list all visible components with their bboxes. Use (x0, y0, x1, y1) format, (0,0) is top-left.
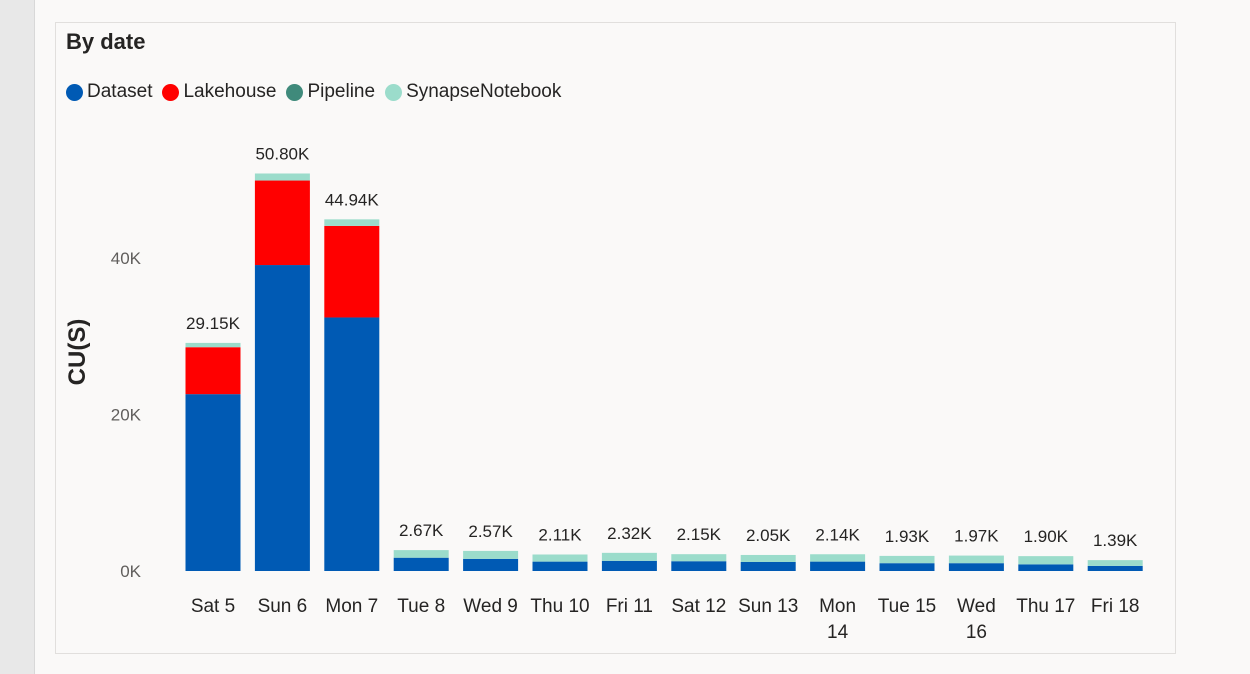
bar-segment-dataset (463, 558, 519, 571)
legend-item-pipeline[interactable]: Pipeline (286, 81, 375, 103)
x-tick-label: Mon (819, 596, 856, 617)
bar-segment-dataset (879, 563, 935, 571)
x-tick-label: Tue 8 (397, 596, 445, 617)
bar-segment-lakehouse (185, 347, 241, 395)
x-tick-label: Sun 6 (258, 596, 308, 617)
x-tick-label: Wed (957, 596, 996, 617)
bar-segment-synapsenotebook (185, 342, 241, 348)
x-tick-label: 16 (966, 622, 987, 643)
bar-segment-synapsenotebook (532, 554, 588, 562)
bar-segment-synapsenotebook (324, 219, 380, 226)
bar-segment-synapsenotebook (740, 554, 796, 563)
bar-segment-dataset (948, 563, 1004, 571)
bar-segment-synapsenotebook (1018, 556, 1074, 565)
data-label: 44.94K (325, 190, 380, 209)
bar-segment-synapsenotebook (948, 555, 1004, 564)
legend-label: Dataset (87, 81, 153, 102)
bar-segment-dataset (740, 562, 796, 571)
bar-segment-dataset (671, 561, 727, 571)
legend-label: Lakehouse (183, 81, 277, 102)
data-label: 2.05K (746, 526, 791, 545)
bar-segment-lakehouse (254, 180, 310, 266)
x-tick-label: Fri 18 (1091, 596, 1140, 617)
x-tick-label: Mon 7 (325, 596, 378, 617)
legend-dot-icon (385, 83, 403, 101)
legend-dot-icon (286, 83, 304, 101)
bar-segment-dataset (1087, 565, 1143, 571)
chart-card[interactable]: By date Dataset Lakehouse Pipeline Synap… (55, 22, 1176, 654)
y-tick-label: 0K (120, 562, 141, 581)
x-tick-label: Thu 17 (1016, 596, 1075, 617)
data-label: 2.15K (677, 525, 722, 544)
x-tick-label: Thu 10 (530, 596, 589, 617)
data-label: 2.14K (815, 525, 860, 544)
data-label: 1.90K (1024, 527, 1069, 546)
bar-segment-dataset (1018, 564, 1074, 571)
y-tick-label: 40K (111, 249, 142, 268)
x-tick-label: 14 (827, 622, 849, 643)
data-label: 2.67K (399, 521, 444, 540)
y-axis-title: CU(S) (64, 319, 91, 386)
bar-segment-dataset (185, 394, 241, 571)
bar-segment-dataset (393, 557, 449, 571)
bar-segment-synapsenotebook (671, 554, 727, 562)
bar-segment-lakehouse (324, 225, 380, 318)
bar-segment-synapsenotebook (254, 173, 310, 181)
left-panel-strip (0, 0, 35, 674)
legend-item-synapsenotebook[interactable]: SynapseNotebook (385, 81, 561, 103)
data-label: 2.57K (468, 522, 513, 541)
bar-segment-dataset (324, 317, 380, 571)
data-label: 50.80K (255, 144, 310, 163)
x-tick-label: Sat 12 (671, 596, 726, 617)
legend-dot-icon (66, 83, 83, 101)
data-label: 2.32K (607, 524, 652, 543)
bar-segment-synapsenotebook (1087, 560, 1143, 566)
bar-segment-synapsenotebook (810, 554, 866, 562)
data-label: 1.97K (954, 527, 999, 546)
legend-label: Pipeline (307, 81, 376, 102)
legend-item-dataset[interactable]: Dataset (66, 81, 152, 103)
data-label: 29.15K (186, 314, 241, 333)
data-label: 1.39K (1093, 531, 1138, 550)
bar-segment-dataset (532, 561, 588, 571)
x-tick-label: Fri 11 (606, 596, 653, 617)
legend: Dataset Lakehouse Pipeline SynapseNotebo… (66, 80, 571, 104)
bar-segment-synapsenotebook (463, 550, 519, 559)
x-tick-label: Sat 5 (191, 596, 235, 617)
bar-segment-synapsenotebook (879, 555, 935, 564)
bar-segment-dataset (810, 561, 866, 571)
x-tick-label: Tue 15 (878, 596, 936, 617)
data-label: 1.93K (885, 527, 930, 546)
y-tick-label: 20K (111, 406, 142, 425)
data-label: 2.11K (538, 525, 582, 544)
legend-item-lakehouse[interactable]: Lakehouse (162, 81, 276, 103)
bar-segment-dataset (601, 560, 657, 571)
chart-title: By date (66, 29, 146, 54)
bar-segment-dataset (254, 265, 310, 571)
bar-segment-synapsenotebook (601, 552, 657, 561)
stacked-bar-chart: 0K 20K 40K CU(S) 29.15K Sat 5 50.80K Sun 6 44.94… (64, 144, 1143, 643)
legend-label: SynapseNotebook (406, 81, 562, 102)
bar-segment-synapsenotebook (393, 550, 449, 558)
x-tick-label: Sun 13 (738, 596, 798, 617)
legend-dot-icon (162, 83, 180, 101)
x-tick-label: Wed 9 (463, 596, 518, 617)
